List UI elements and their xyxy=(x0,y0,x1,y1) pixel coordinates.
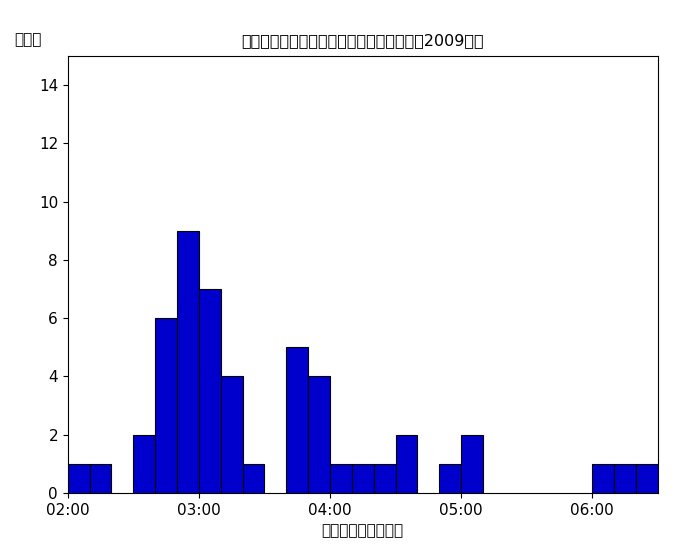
Bar xyxy=(243,464,264,493)
Bar xyxy=(134,435,155,493)
Bar xyxy=(592,464,614,493)
Bar xyxy=(395,435,418,493)
Bar xyxy=(352,464,374,493)
Bar xyxy=(308,376,330,493)
Bar xyxy=(221,376,243,493)
Title: パフォーマンス時間ごとの歌手数の分布（2009年）: パフォーマンス時間ごとの歌手数の分布（2009年） xyxy=(241,33,484,48)
Bar xyxy=(286,347,308,493)
Bar xyxy=(177,231,199,493)
Bar xyxy=(89,464,111,493)
Bar xyxy=(461,435,483,493)
Bar xyxy=(614,464,636,493)
Bar xyxy=(439,464,461,493)
Bar xyxy=(68,464,89,493)
X-axis label: パフォーマンス時間: パフォーマンス時間 xyxy=(321,523,404,538)
Bar xyxy=(155,318,177,493)
Bar xyxy=(374,464,395,493)
Text: 歌手数: 歌手数 xyxy=(15,32,42,47)
Bar xyxy=(330,464,352,493)
Bar xyxy=(636,464,658,493)
Bar xyxy=(199,289,221,493)
